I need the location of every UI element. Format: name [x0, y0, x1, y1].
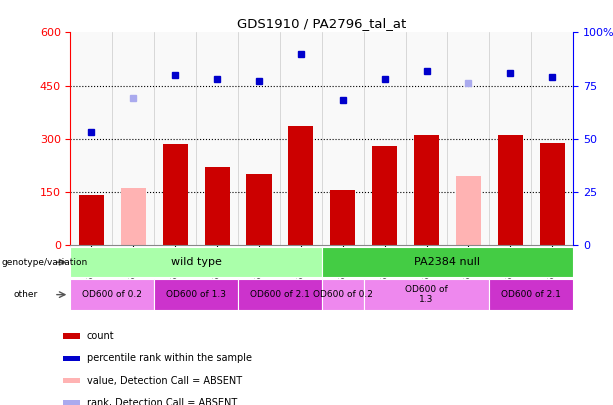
- Text: rank, Detection Call = ABSENT: rank, Detection Call = ABSENT: [87, 398, 237, 405]
- Text: OD600 of 0.2: OD600 of 0.2: [313, 290, 373, 299]
- Bar: [112, 32, 154, 245]
- Bar: [70, 279, 154, 310]
- Bar: [372, 146, 397, 245]
- Text: OD600 of 0.2: OD600 of 0.2: [82, 290, 142, 299]
- Text: OD600 of
1.3: OD600 of 1.3: [405, 285, 448, 304]
- Bar: [322, 247, 573, 277]
- Bar: [64, 333, 80, 339]
- Text: genotype/variation: genotype/variation: [1, 258, 88, 267]
- Bar: [322, 279, 364, 310]
- Bar: [64, 378, 80, 383]
- Bar: [456, 176, 481, 245]
- Bar: [489, 32, 531, 245]
- Text: count: count: [87, 331, 115, 341]
- Bar: [364, 279, 489, 310]
- Bar: [70, 32, 112, 245]
- Bar: [246, 174, 272, 245]
- Bar: [322, 32, 364, 245]
- Text: percentile rank within the sample: percentile rank within the sample: [87, 353, 252, 363]
- Bar: [498, 135, 523, 245]
- Bar: [79, 196, 104, 245]
- Bar: [64, 400, 80, 405]
- Text: other: other: [13, 290, 38, 299]
- Bar: [154, 279, 238, 310]
- Bar: [414, 135, 439, 245]
- Text: OD600 of 2.1: OD600 of 2.1: [250, 290, 310, 299]
- Bar: [280, 32, 322, 245]
- Bar: [288, 126, 313, 245]
- Bar: [539, 143, 565, 245]
- Bar: [489, 279, 573, 310]
- Bar: [330, 190, 356, 245]
- Bar: [121, 188, 146, 245]
- Bar: [205, 167, 230, 245]
- Bar: [196, 32, 238, 245]
- Bar: [447, 32, 489, 245]
- Bar: [162, 144, 188, 245]
- Text: wild type: wild type: [171, 257, 221, 267]
- Bar: [238, 279, 322, 310]
- Bar: [238, 32, 280, 245]
- Text: value, Detection Call = ABSENT: value, Detection Call = ABSENT: [87, 375, 242, 386]
- Bar: [364, 32, 406, 245]
- Bar: [154, 32, 196, 245]
- Bar: [70, 247, 322, 277]
- Bar: [531, 32, 573, 245]
- Text: OD600 of 2.1: OD600 of 2.1: [501, 290, 562, 299]
- Title: GDS1910 / PA2796_tal_at: GDS1910 / PA2796_tal_at: [237, 17, 406, 30]
- Text: OD600 of 1.3: OD600 of 1.3: [166, 290, 226, 299]
- Bar: [64, 356, 80, 361]
- Bar: [406, 32, 447, 245]
- Text: PA2384 null: PA2384 null: [414, 257, 481, 267]
